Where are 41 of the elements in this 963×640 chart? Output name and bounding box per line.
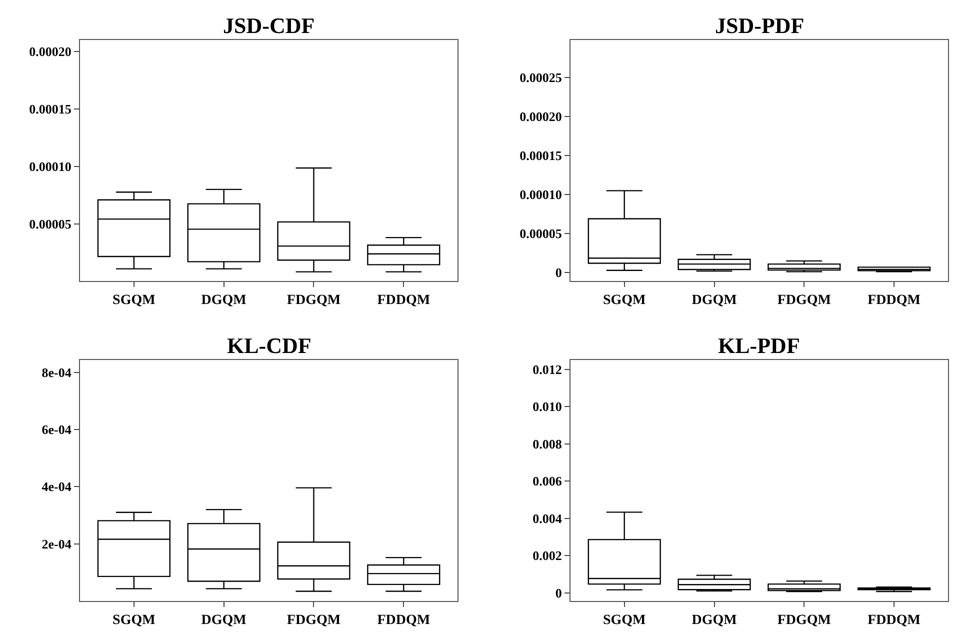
y-tick-label: 4e-04	[42, 479, 72, 494]
y-tick-label: 0	[555, 585, 562, 600]
chart-title: KL-CDF	[227, 333, 312, 358]
y-tick-label: 0.006	[532, 474, 562, 489]
y-tick-label: 0.00005	[29, 216, 72, 232]
y-tick-label: 2e-04	[42, 536, 72, 552]
y-tick-label: 0.010	[532, 399, 562, 414]
chart-title: KL-PDF	[718, 333, 800, 358]
x-tick-label: DGQM	[692, 293, 737, 308]
y-tick-label: 0.00015	[520, 148, 562, 164]
x-tick-label: SGQM	[112, 293, 156, 308]
chart-title: JSD-PDF	[715, 13, 804, 38]
x-tick-label: SGQM	[112, 612, 156, 628]
x-tick-label: DGQM	[201, 293, 246, 308]
x-tick-label: DGQM	[692, 612, 737, 628]
x-tick-label: SGQM	[602, 612, 646, 628]
y-tick-label: 0	[555, 265, 562, 280]
x-tick-label: FDDQM	[868, 293, 921, 308]
y-tick-label: 0.00015	[29, 101, 72, 116]
x-tick-label: FDDQM	[377, 293, 430, 308]
y-tick-label: 0.012	[532, 362, 562, 377]
y-tick-label: 0.00010	[29, 158, 72, 174]
y-tick-label: 6e-04	[42, 422, 72, 438]
x-tick-label: FDGQM	[777, 612, 831, 628]
x-tick-label: SGQM	[602, 293, 646, 308]
y-tick-label: 0.004	[532, 510, 562, 526]
x-tick-label: FDDQM	[377, 612, 430, 628]
y-tick-label: 0.00020	[29, 44, 72, 60]
y-tick-label: 0.00005	[520, 226, 562, 242]
y-tick-label: 0.002	[532, 548, 562, 564]
y-tick-label: 8e-04	[42, 364, 72, 380]
x-tick-label: FDGQM	[777, 293, 831, 308]
x-tick-label: FDGQM	[286, 293, 341, 308]
chart-title: JSD-CDF	[223, 13, 315, 38]
x-tick-label: DGQM	[201, 612, 246, 628]
y-tick-label: 0.008	[532, 436, 562, 452]
y-tick-label: 0.00025	[520, 70, 562, 86]
x-tick-label: FDDQM	[868, 612, 921, 628]
y-tick-label: 0.00010	[520, 187, 562, 202]
y-tick-label: 0.00020	[520, 109, 562, 124]
x-tick-label: FDGQM	[286, 612, 341, 628]
